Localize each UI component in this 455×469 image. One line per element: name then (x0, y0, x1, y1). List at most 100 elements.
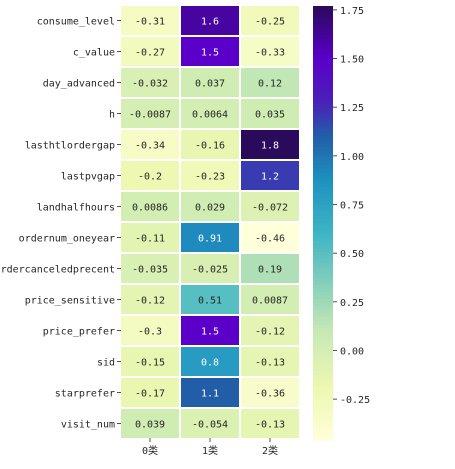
colorbar-segment (313, 161, 333, 166)
colorbar-segment (313, 78, 333, 83)
colorbar-segment (313, 197, 333, 202)
heatmap-cell-h-2类 (241, 99, 299, 128)
colorbar-segment (313, 63, 333, 69)
colorbar-segment (313, 270, 333, 275)
colorbar-segment (313, 389, 333, 394)
cell-value-label: 0.12 (258, 79, 282, 90)
heatmap-cell-visit_num-0类 (121, 409, 179, 438)
heatmap-cell-price_sensitive-0类 (121, 285, 179, 314)
colorbar-segment (313, 291, 333, 296)
heatmap-cell-lasthtlordergap-2类 (241, 130, 299, 159)
cell-value-label: -0.072 (252, 203, 288, 214)
cell-value-label: -0.16 (195, 141, 225, 152)
colorbar-segment (313, 114, 333, 119)
colorbar-segment (313, 42, 333, 47)
heatmap-cell-ordernum_oneyear-2类 (241, 223, 299, 252)
heatmap-cell-price_prefer-1类 (181, 316, 239, 345)
cell-value-label: 1.6 (201, 17, 219, 28)
colorbar-segment (313, 335, 333, 340)
colorbar-segment (313, 49, 333, 54)
colorbar-segment (313, 298, 333, 304)
heatmap-cell-visit_num-2类 (241, 409, 299, 438)
cell-value-label: 1.5 (201, 48, 219, 59)
colorbar-segment (313, 223, 333, 228)
heatmap-cell-landhalfhours-1类 (181, 192, 239, 221)
colorbar-segment (313, 313, 333, 318)
cell-value-label: 0.0064 (192, 110, 228, 121)
colorbar-segment (313, 219, 333, 224)
heatmap-cell-starprefer-0类 (121, 378, 179, 407)
colorbar-segment (313, 186, 333, 192)
colorbar-segment (313, 266, 333, 271)
heatmap-cell-h-0类 (121, 99, 179, 128)
colorbar-segment (313, 288, 333, 293)
colorbar-segment (313, 96, 333, 101)
colorbar-segment (313, 125, 333, 130)
colorbar-segment (313, 9, 333, 14)
colorbar-segment (313, 425, 333, 430)
heatmap-cell-day_advanced-1类 (181, 68, 239, 97)
colorbar-segment (313, 45, 333, 50)
colorbar-segment (313, 241, 333, 246)
cell-value-label: -0.025 (192, 265, 228, 276)
heatmap-cell-ordernum_oneyear-0类 (121, 223, 179, 252)
cell-value-label: -0.23 (195, 172, 225, 183)
cell-value-label: 0.0087 (252, 296, 288, 307)
colorbar-segment (313, 128, 333, 134)
colorbar-segment (313, 327, 333, 333)
colorbar-segment (313, 421, 333, 427)
heatmap-cell-consume_level-2类 (241, 6, 299, 35)
cell-value-label: -0.17 (135, 389, 165, 400)
colorbar-segment (313, 157, 333, 163)
heatmap-cell-ordercanceledprecent-1类 (181, 254, 239, 283)
cell-value-label: 1.2 (261, 172, 279, 183)
colorbar-segment (313, 103, 333, 108)
colorbar-segment (313, 436, 333, 441)
colorbar-segment (313, 208, 333, 213)
heatmap-cell-lasthtlordergap-1类 (181, 130, 239, 159)
cell-value-label: -0.032 (132, 79, 168, 90)
colorbar-segment (313, 67, 333, 72)
colorbar-segment (313, 143, 333, 148)
heatmap-cell-lasthtlordergap-0类 (121, 130, 179, 159)
cell-value-label: 0.8 (201, 358, 219, 369)
colorbar-segment (313, 100, 333, 105)
heatmap-cell-day_advanced-2类 (241, 68, 299, 97)
colorbar-tick-label: 1.50 (340, 55, 364, 66)
cell-value-label: -0.3 (138, 327, 162, 338)
colorbar-segment (313, 407, 333, 412)
heatmap-cell-lastpvgap-1类 (181, 161, 239, 190)
colorbar-segment (313, 56, 333, 61)
colorbar-segment (313, 230, 333, 235)
colorbar-segment (313, 74, 333, 79)
row-label-sid: sid (97, 358, 115, 369)
row-label-landhalfhours: landhalfhours (37, 203, 115, 214)
colorbar-tick-label: 0.25 (340, 298, 364, 309)
colorbar-segment (313, 154, 333, 159)
colorbar (313, 6, 333, 441)
colorbar-segment (313, 172, 333, 177)
heatmap-cell-starprefer-1类 (181, 378, 239, 407)
colorbar-ticks: -0.25 0.00 0.25 0.50 0.75 1.00 1.25 1.50 1.75 (333, 6, 370, 406)
colorbar-tick-label: 0.75 (340, 201, 364, 212)
cell-value-label: -0.15 (135, 358, 165, 369)
colorbar-segment (313, 331, 333, 336)
heatmap-cell-price_sensitive-1类 (181, 285, 239, 314)
cell-value-label: -0.27 (135, 48, 165, 59)
colorbar-segment (313, 34, 333, 40)
row-label-starprefer: starprefer (55, 389, 115, 400)
colorbar-segment (313, 85, 333, 90)
colorbar-segment (313, 60, 333, 65)
colorbar-segment (313, 374, 333, 380)
colorbar-segment (313, 27, 333, 32)
colorbar-segment (313, 194, 333, 199)
cell-value-label: 0.51 (198, 296, 222, 307)
heatmap-cell-price_prefer-2类 (241, 316, 299, 345)
heatmap-cell-sid-2类 (241, 347, 299, 376)
colorbar-segment (313, 349, 333, 354)
cell-value-label: 0.029 (195, 203, 225, 214)
row-label-lastpvgap: lastpvgap (61, 172, 115, 183)
heatmap-cell-lastpvgap-0类 (121, 161, 179, 190)
